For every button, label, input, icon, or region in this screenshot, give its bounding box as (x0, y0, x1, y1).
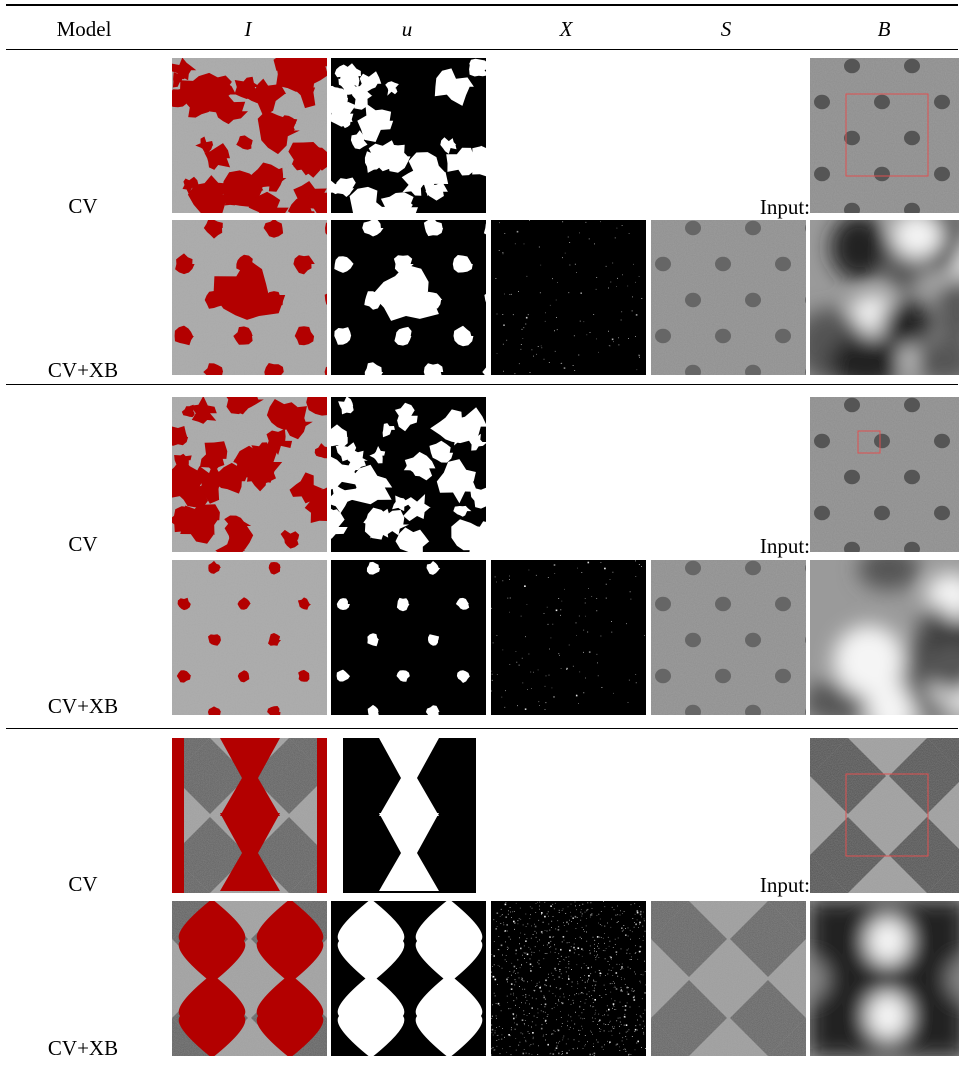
image-B-block1-cvxb (810, 220, 959, 375)
header-col-X: X (559, 17, 573, 41)
image-I-block1-cvxb (172, 220, 327, 375)
image-u-block2-cvxb (331, 560, 486, 715)
image-X-block2-cvxb (491, 560, 646, 715)
row-label-cv-3: CV (68, 872, 98, 896)
header-col-S: S (720, 17, 732, 41)
image-B-block1-cv (810, 58, 959, 213)
image-S-block3-cvxb (651, 901, 806, 1056)
row-label-cv-1: CV (68, 194, 98, 218)
input-label-3: Input: (759, 873, 810, 897)
image-X-block3-cvxb (491, 901, 646, 1056)
image-I-block2-cv (172, 397, 327, 552)
image-u-block3-cvxb (331, 901, 486, 1056)
image-B-block2-cv (810, 397, 959, 552)
row-label-cvxb-3: CV+XB (47, 1036, 119, 1060)
image-B-block3-cvxb (810, 901, 959, 1056)
block-rule-2 (6, 728, 958, 729)
image-X-block1-cvxb (491, 220, 646, 375)
image-u-block2-cv (331, 397, 486, 552)
header-col-B: B (877, 17, 891, 41)
header-model: Model (56, 17, 112, 41)
block-rule-1 (6, 384, 958, 385)
row-label-cvxb-1: CV+XB (47, 358, 119, 382)
image-u-block3-cv (331, 738, 486, 893)
image-I-block2-cvxb (172, 560, 327, 715)
header-rule (6, 49, 958, 50)
header-col-u: u (401, 17, 413, 41)
input-label-1: Input: (759, 195, 810, 219)
image-u-block1-cvxb (331, 220, 486, 375)
row-label-cvxb-2: CV+XB (47, 694, 119, 718)
top-rule (6, 4, 958, 6)
header-col-I: I (244, 17, 252, 41)
image-S-block2-cvxb (651, 560, 806, 715)
image-S-block1-cvxb (651, 220, 806, 375)
image-B-block3-cv (810, 738, 959, 893)
image-I-block3-cvxb (172, 901, 327, 1056)
image-I-block1-cv (172, 58, 327, 213)
image-u-block1-cv (331, 58, 486, 213)
row-label-cv-2: CV (68, 532, 98, 556)
image-I-block3-cv (172, 738, 327, 893)
image-B-block2-cvxb (810, 560, 959, 715)
input-label-2: Input: (759, 534, 810, 558)
